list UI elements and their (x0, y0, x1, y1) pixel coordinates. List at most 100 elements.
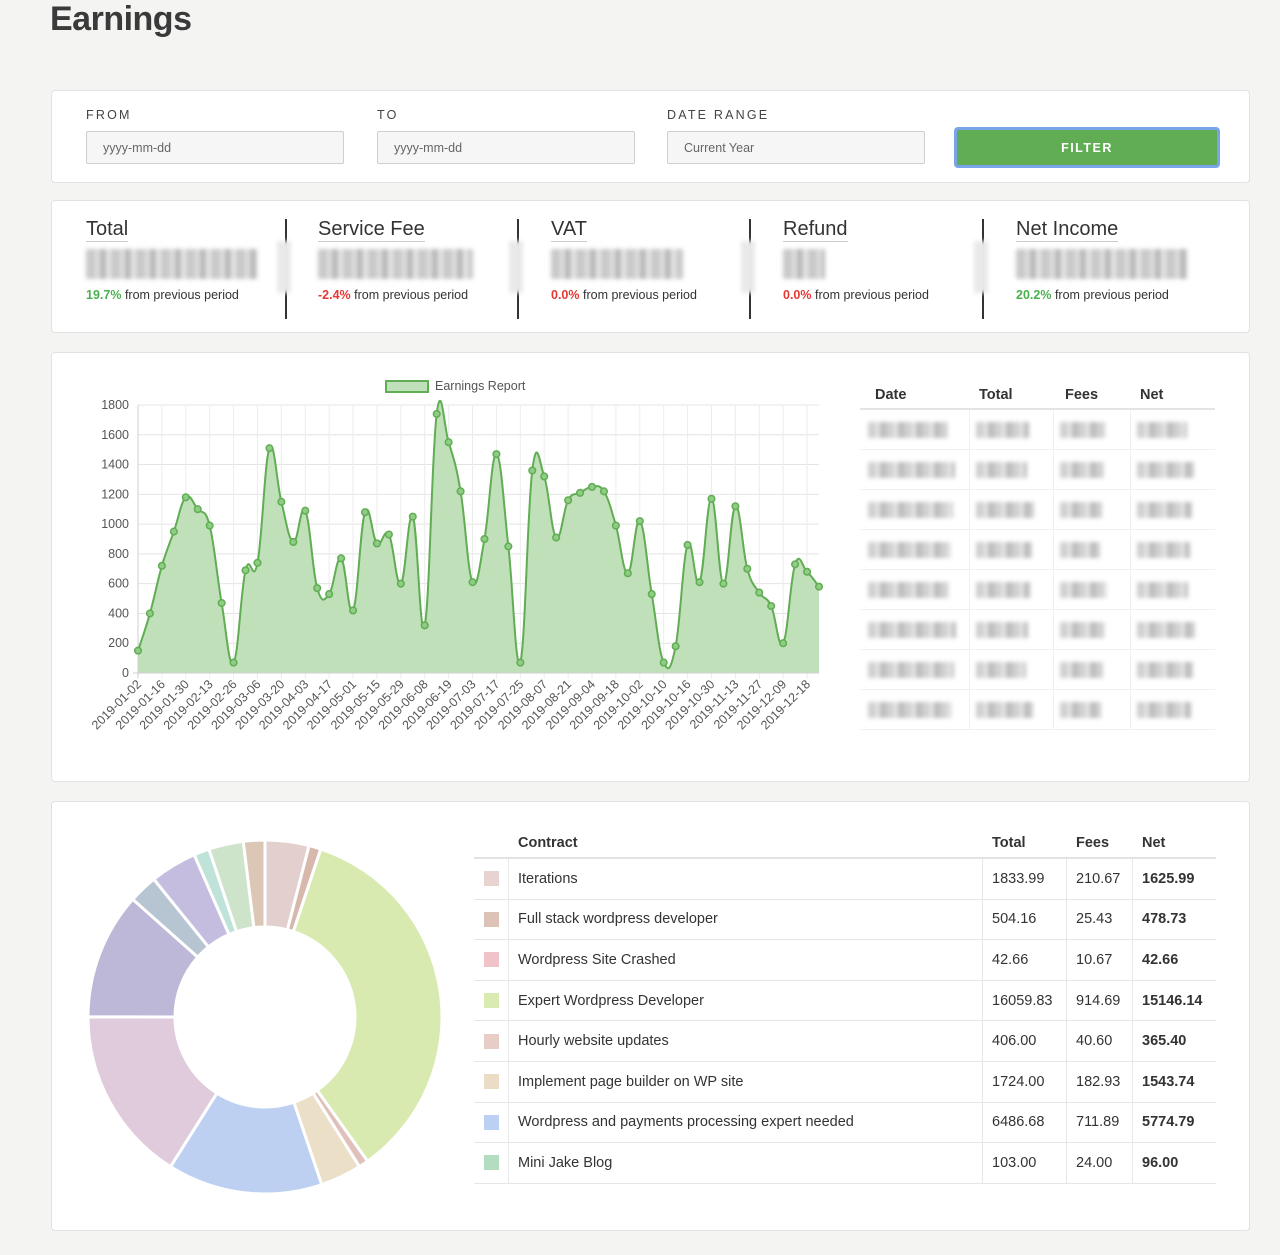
redacted-value (868, 581, 949, 598)
donut-segment[interactable] (291, 847, 444, 1164)
data-point[interactable] (372, 539, 381, 548)
data-point[interactable] (599, 487, 608, 496)
donut-segment[interactable] (241, 838, 267, 930)
data-point[interactable] (552, 533, 561, 542)
contracts-table-body: Iterations 1833.99 210.67 1625.99 Full stack… (474, 859, 1216, 1198)
data-point[interactable] (349, 606, 358, 615)
data-point[interactable] (587, 482, 597, 491)
data-point[interactable] (719, 579, 728, 588)
data-point[interactable] (265, 444, 274, 453)
change-text: from previous period (582, 288, 697, 302)
col-net[interactable]: Net (1142, 834, 1166, 851)
data-point[interactable] (301, 506, 310, 515)
data-point[interactable] (193, 505, 202, 514)
data-point[interactable] (791, 560, 800, 569)
data-point[interactable] (133, 646, 143, 655)
data-point[interactable] (420, 621, 429, 630)
data-point[interactable] (277, 497, 286, 506)
table-cell-redacted (860, 690, 970, 729)
stat-divider (517, 219, 519, 319)
data-point[interactable] (659, 658, 668, 667)
col-net[interactable]: Net (1140, 386, 1164, 403)
data-point[interactable] (492, 450, 501, 459)
data-point[interactable] (743, 564, 752, 573)
col-date[interactable]: Date (875, 386, 907, 403)
data-point[interactable] (814, 582, 824, 591)
legend-swatch-cell (474, 859, 509, 899)
data-point[interactable] (408, 512, 417, 521)
table-row[interactable]: Wordpress and payments processing expert… (474, 1102, 1216, 1144)
filter-button[interactable]: FILTER (954, 127, 1220, 168)
data-point[interactable] (169, 527, 178, 536)
data-point[interactable] (611, 521, 620, 530)
table-row[interactable]: Iterations 1833.99 210.67 1625.99 (474, 859, 1216, 900)
data-point[interactable] (480, 534, 489, 544)
table-cell-redacted (1054, 410, 1131, 449)
data-point[interactable] (767, 601, 776, 611)
col-total[interactable]: Total (979, 386, 1013, 403)
data-point[interactable] (516, 658, 525, 667)
table-row[interactable]: Mini Jake Blog 103.00 24.00 96.00 (474, 1143, 1216, 1184)
date-range-select[interactable] (667, 131, 925, 164)
data-point[interactable] (576, 488, 585, 497)
table-row[interactable]: Expert Wordpress Developer 16059.83 914.69… (474, 980, 1216, 1022)
data-point[interactable] (540, 472, 549, 481)
redacted-value (1137, 541, 1190, 558)
table-row[interactable]: Hourly website updates 406.00 40.60 365.40 (474, 1021, 1216, 1062)
data-point[interactable] (396, 579, 405, 588)
col-fees[interactable]: Fees (1076, 834, 1110, 851)
data-point[interactable] (289, 537, 298, 547)
data-point[interactable] (468, 578, 477, 587)
to-date-input[interactable] (377, 131, 635, 164)
redacted-value (1137, 661, 1193, 678)
data-point[interactable] (229, 658, 238, 667)
data-point[interactable] (241, 566, 250, 575)
data-point[interactable] (683, 540, 692, 550)
data-point[interactable] (647, 590, 656, 599)
data-point[interactable] (313, 584, 322, 593)
col-total[interactable]: Total (992, 834, 1026, 851)
data-point[interactable] (635, 517, 644, 526)
data-point[interactable] (444, 438, 453, 447)
table-row[interactable]: Implement page builder on WP site 1724.00… (474, 1061, 1216, 1103)
data-point[interactable] (707, 494, 716, 503)
data-point[interactable] (205, 521, 214, 530)
data-point[interactable] (145, 609, 154, 618)
data-point[interactable] (671, 642, 680, 651)
data-point[interactable] (217, 598, 226, 608)
data-point[interactable] (755, 588, 764, 597)
change-text: from previous period (354, 288, 469, 302)
data-point[interactable] (623, 569, 632, 578)
data-point[interactable] (504, 542, 513, 551)
data-point[interactable] (731, 502, 740, 511)
table-row (860, 530, 1215, 570)
y-tick-label: 1200 (101, 487, 129, 501)
data-point[interactable] (432, 409, 441, 418)
stat-service-fee: Service Fee -2.4% from previous period (318, 218, 518, 302)
data-point[interactable] (181, 493, 190, 502)
data-point[interactable] (456, 487, 465, 496)
redacted-value (1060, 581, 1107, 598)
table-row[interactable] (474, 1184, 1216, 1198)
donut-segment[interactable] (86, 1015, 220, 1169)
data-point[interactable] (779, 639, 788, 648)
chart-legend[interactable]: Earnings Report (385, 379, 525, 393)
data-point[interactable] (564, 496, 573, 505)
data-point[interactable] (360, 508, 370, 517)
data-point[interactable] (528, 466, 537, 475)
from-date-input[interactable] (86, 131, 344, 164)
col-contract[interactable]: Contract (518, 834, 578, 851)
data-point[interactable] (253, 558, 262, 567)
data-point[interactable] (157, 561, 166, 570)
redacted-value (868, 541, 951, 558)
table-row[interactable]: Full stack wordpress developer 504.16 25.4… (474, 899, 1216, 941)
table-row[interactable]: Wordpress Site Crashed 42.66 10.67 42.66 (474, 940, 1216, 981)
redacted-value (976, 501, 1034, 518)
data-point[interactable] (337, 554, 346, 563)
col-fees[interactable]: Fees (1065, 386, 1099, 403)
data-point[interactable] (695, 578, 704, 587)
data-point[interactable] (803, 567, 812, 576)
contract-fees: 10.67 (1067, 940, 1133, 980)
data-point[interactable] (325, 590, 334, 599)
data-point[interactable] (384, 530, 393, 539)
